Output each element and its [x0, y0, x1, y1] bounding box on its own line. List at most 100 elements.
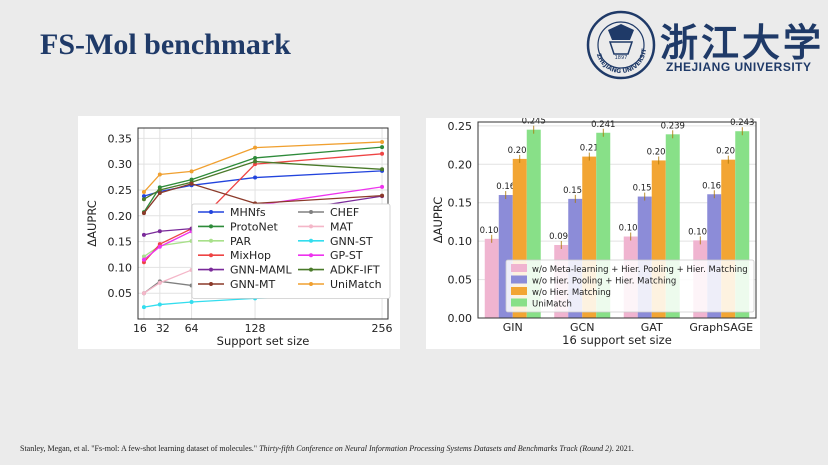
legend-marker — [209, 253, 213, 258]
data-point — [141, 291, 146, 296]
legend-label: GNN-MT — [230, 278, 275, 291]
legend-marker — [309, 282, 313, 286]
series-line-adkf-ift — [143, 160, 383, 200]
bar-value-label: 0.243 — [730, 118, 754, 128]
y-tick-label: 0.05 — [448, 274, 473, 287]
legend-box — [191, 203, 391, 299]
data-point — [380, 145, 385, 150]
line-chart-panel: 0.05 0.10 0.15 0.20 0.25 0.30 0.35 16 32 64 128 256… — [78, 116, 400, 349]
data-point — [157, 244, 162, 249]
x-tick-label: 256 — [372, 322, 393, 335]
legend-label: UniMatch — [532, 300, 572, 310]
y-axis-label: ΔAUPRC — [431, 197, 445, 244]
legend-marker — [209, 238, 213, 243]
x-tick-label: 64 — [185, 322, 199, 335]
slide-title: FS-Mol benchmark — [40, 28, 291, 61]
y-axis-label: ΔAUPRC — [85, 200, 99, 247]
x-axis-label: 16 support set size — [562, 333, 672, 347]
y-tick-label: 0.35 — [108, 132, 133, 145]
y-tick-label: 0.20 — [448, 158, 473, 171]
y-tick-label: 0.25 — [108, 184, 133, 197]
legend: w/o Meta-learning + Hier. Pooling + Hier… — [505, 259, 755, 313]
legend-marker — [209, 224, 213, 229]
y-tick-label: 0.15 — [108, 236, 133, 249]
data-point — [253, 155, 258, 160]
data-point — [253, 145, 258, 150]
plot-frame — [477, 121, 757, 319]
bar-value-label: 0.103 — [480, 226, 504, 236]
y-tick-label: 0.30 — [108, 158, 133, 171]
y-tick-label: 0.10 — [448, 235, 473, 248]
data-point — [141, 190, 146, 195]
legend-label: MHNfs — [230, 206, 266, 219]
data-point — [189, 181, 194, 186]
x-tick-label: 16 — [133, 322, 147, 335]
data-point — [189, 299, 194, 304]
y-tick-label: 0.20 — [108, 210, 133, 223]
bar-value-label: 0.155 — [563, 186, 587, 196]
legend-label: GNN-ST — [330, 235, 373, 248]
citation-text: Stanley, Megan, et al. "Fs-mol: A few-sh… — [20, 444, 258, 453]
legend-swatch — [511, 264, 527, 272]
data-point — [141, 232, 146, 237]
legend-marker — [209, 267, 213, 272]
bar — [484, 238, 499, 318]
data-point — [189, 169, 194, 174]
bar-chart: 0.00 0.05 0.10 0.15 0.20 0.25 ΔAUPRC 0.103 0.16 0… — [431, 117, 757, 347]
legend-marker — [309, 238, 313, 243]
y-tick-label: 0.25 — [448, 120, 473, 133]
data-point — [380, 193, 385, 198]
data-point — [380, 184, 385, 189]
data-point — [141, 305, 146, 310]
data-point — [141, 194, 146, 199]
line-chart: 0.05 0.10 0.15 0.20 0.25 0.30 0.35 16 32 64 128 256… — [85, 127, 393, 348]
legend: MHNfs CHEF ProtoNet MAT PAR GNN-ST MixHop GP-ST… — [191, 203, 391, 299]
bar-value-label: 0.239 — [661, 121, 685, 131]
x-tick-label: GraphSAGE — [689, 321, 753, 334]
university-seal-icon: ZHEJIANG UNIVERSITY 1897 — [586, 10, 656, 80]
legend-label: w/o Meta-learning + Hier. Pooling + Hier… — [532, 265, 748, 275]
x-tick-label: GAT — [641, 321, 663, 334]
legend-label: ProtoNet — [230, 220, 278, 233]
seal-year: 1897 — [615, 55, 628, 61]
data-point — [380, 139, 385, 144]
legend-label: ADKF-IFT — [330, 264, 380, 277]
data-point — [157, 302, 162, 307]
bar-value-label: 0.095 — [549, 232, 573, 242]
y-tick-label: 0.10 — [108, 261, 133, 274]
citation-year: . 2021. — [611, 444, 634, 453]
bar-value-label: 0.106 — [619, 224, 643, 234]
bar-value-label: 0.101 — [688, 227, 712, 237]
legend-label: MAT — [330, 220, 353, 233]
data-point — [141, 211, 146, 216]
x-tick-label: 128 — [245, 322, 266, 335]
data-point — [380, 151, 385, 156]
data-point — [253, 175, 258, 180]
data-point — [157, 172, 162, 177]
legend-label: PAR — [230, 235, 251, 248]
legend-marker — [209, 282, 213, 286]
legend-label: CHEF — [330, 206, 359, 219]
legend-marker — [309, 253, 313, 258]
x-axis-label: Support set size — [217, 334, 310, 348]
legend-label: GNN-MAML — [230, 264, 292, 277]
data-point — [157, 229, 162, 234]
data-point — [141, 197, 146, 202]
bar-value-label: 0.158 — [633, 184, 657, 194]
y-tick-label: 0.15 — [448, 197, 473, 210]
data-point — [157, 191, 162, 196]
legend-box — [505, 259, 755, 313]
bar-value-label: 0.16 — [496, 182, 515, 192]
data-point — [141, 257, 146, 262]
legend-swatch — [511, 275, 527, 284]
bar-value-label: 0.207 — [508, 146, 532, 156]
legend-marker — [309, 224, 313, 229]
legend-label: GP-ST — [330, 249, 363, 262]
x-tick-label: GCN — [570, 321, 594, 334]
university-name-en: ZHEJIANG UNIVERSITY — [666, 60, 812, 74]
x-tick-label: GIN — [503, 321, 523, 334]
data-point — [141, 254, 146, 259]
university-name-cn: 浙江大学 — [660, 20, 825, 65]
legend-marker — [309, 267, 313, 272]
y-tick-label: 0.00 — [448, 312, 473, 325]
